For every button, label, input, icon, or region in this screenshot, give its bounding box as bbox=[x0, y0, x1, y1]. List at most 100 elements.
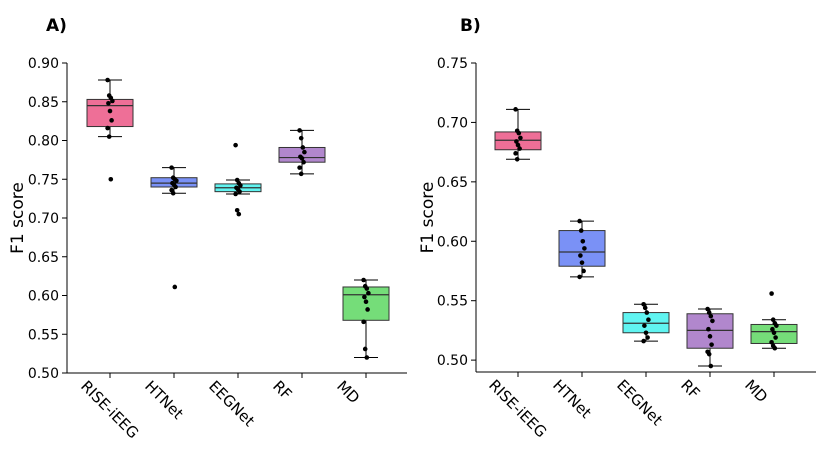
panel-b-y-tick-label: 0.65 bbox=[437, 175, 468, 191]
panel-b-category-label: EEGNet bbox=[613, 376, 666, 429]
panel-b-rf-data-point bbox=[705, 306, 710, 312]
panel-a-y-axis-label: F1 score bbox=[8, 182, 28, 254]
panel-a-y-tick-label: 0.50 bbox=[28, 366, 59, 382]
panel-b-rf-data-point bbox=[706, 351, 712, 357]
panel-b-rise-ieeg-data-point bbox=[514, 139, 519, 144]
panel-b-eegnet-data-point bbox=[641, 301, 646, 307]
panel-a-y-tick-label: 0.85 bbox=[28, 95, 59, 111]
panel-b-rf-data-point bbox=[707, 334, 713, 339]
panel-a-rise-ieeg-data-point bbox=[105, 77, 110, 83]
panel-a-md-data-point bbox=[365, 307, 370, 312]
panel-a-md-data-point bbox=[361, 277, 366, 283]
panel-b-htnet-data-point bbox=[582, 246, 587, 251]
panel-b-eegnet-data-point bbox=[642, 323, 647, 328]
panel-a-rise-ieeg-data-point bbox=[109, 118, 114, 123]
panel-a-md-data-point bbox=[364, 355, 370, 360]
panel-b-eegnet-data-point bbox=[645, 335, 650, 340]
panel-b-md-data-point bbox=[771, 330, 777, 336]
panel-a-eegnet-data-point bbox=[237, 189, 242, 194]
panel-b-eegnet-data-point bbox=[642, 305, 648, 311]
panel-b-htnet-data-point bbox=[578, 228, 584, 233]
panel-a-rf-data-point bbox=[299, 156, 305, 161]
panel-a-htnet-data-point bbox=[170, 190, 176, 196]
panel-b-rf-data-point bbox=[710, 318, 715, 324]
panel-b-rise-ieeg-data-point bbox=[513, 151, 518, 156]
panel-a-eegnet-data-point bbox=[234, 207, 240, 213]
panel-a-rf-data-point bbox=[301, 159, 306, 165]
panel-b-rise-ieeg-data-point bbox=[514, 156, 520, 162]
panel-a-htnet-data-point bbox=[172, 284, 178, 290]
panel-b-y-tick-label: 0.60 bbox=[437, 234, 468, 250]
panel-b-rf-data-point bbox=[708, 363, 714, 369]
panel-b-md-data-point bbox=[770, 317, 776, 323]
panel-b-rf-data-point bbox=[706, 310, 712, 315]
panel-b-plot: 0.50 0.55 0.60 0.65 0.70 0.75 F1 score RISE-iEE… bbox=[418, 56, 816, 441]
panel-b-htnet-data-point bbox=[579, 260, 585, 265]
panel-a-eegnet-data-point bbox=[233, 142, 238, 148]
panel-a-md-data-point bbox=[362, 294, 367, 300]
panel-b-htnet-data-point bbox=[577, 274, 582, 280]
panel-b-eegnet-data-point bbox=[641, 338, 646, 344]
panel-a-eegnet-data-point bbox=[236, 211, 242, 217]
panel-a-rf-data-point bbox=[302, 149, 307, 155]
panel-a-md-data-point bbox=[362, 346, 368, 352]
panel-a-htnet-data-point bbox=[174, 178, 179, 184]
panel-a-rise-ieeg-data-point bbox=[106, 134, 112, 139]
panel-a-eegnet-data-point bbox=[233, 191, 238, 197]
panel-a-md-data-point bbox=[361, 319, 366, 325]
panel-b-rise-ieeg-data-point bbox=[513, 107, 518, 112]
panel-a-y-tick-label: 0.65 bbox=[28, 250, 59, 266]
panel-a-rf-data-point bbox=[298, 171, 304, 177]
panel-b-rise-ieeg-data-point bbox=[516, 130, 522, 136]
panel-a-rf-data-point bbox=[297, 128, 302, 133]
panel-a-rf-data-point bbox=[297, 165, 302, 170]
panel-b-rise-ieeg-data-point bbox=[515, 142, 521, 148]
panel-b-md-data-point bbox=[769, 291, 774, 296]
panel-b-category-label: RISE-iEEG bbox=[485, 376, 550, 441]
panel-a-y-tick-label: 0.90 bbox=[28, 56, 59, 72]
panel-b-eegnet-data-point bbox=[643, 330, 649, 336]
panel-b-htnet-data-point bbox=[580, 238, 586, 244]
panel-b-y-tick-label: 0.75 bbox=[437, 56, 468, 72]
panel-b-md-data-point bbox=[773, 335, 778, 340]
panel-b-y-tick-label: 0.50 bbox=[437, 353, 468, 369]
panel-a-y-tick-label: 0.75 bbox=[28, 172, 59, 188]
panel-a-htnet-data-point bbox=[169, 165, 174, 170]
panel-a-category-label: RF bbox=[269, 377, 295, 403]
panel-a-y-tick-label: 0.60 bbox=[28, 289, 59, 305]
panel-a-rise-ieeg-data-point bbox=[105, 125, 110, 131]
panel-b-rf-data-point bbox=[709, 342, 714, 347]
panel-b-category-label: MD bbox=[741, 376, 771, 406]
panel-a-letter: A) bbox=[46, 16, 67, 36]
panel-a-rise-ieeg-data-point bbox=[108, 176, 114, 182]
panel-b-eegnet-data-point bbox=[644, 310, 650, 315]
panel-b-md-data-point bbox=[769, 339, 774, 345]
panel-b-category-label: HTNet bbox=[549, 376, 595, 422]
panel-b-htnet-data-point bbox=[578, 253, 583, 258]
panel-a-plot: 0.50 0.55 0.60 0.65 0.70 0.75 0.80 0.85 0.90 F1 s… bbox=[8, 56, 407, 442]
panel-b-y-axis-label: F1 score bbox=[418, 182, 438, 254]
panel-a-md-data-point bbox=[363, 299, 369, 305]
panel-a-md-data-point bbox=[366, 290, 371, 296]
panel-b-md-data-point bbox=[774, 323, 779, 328]
panel-b-rise-ieeg-data-point bbox=[518, 135, 523, 141]
panel-b-category-label: RF bbox=[677, 376, 703, 402]
panel-b-y-tick-label: 0.55 bbox=[437, 294, 468, 310]
panel-b-htnet-data-point bbox=[577, 218, 582, 224]
panel-b-y-tick-label: 0.70 bbox=[437, 115, 468, 131]
panel-a-eegnet-data-point bbox=[238, 183, 243, 188]
panel-a-y-tick-label: 0.55 bbox=[28, 327, 59, 343]
panel-b-md-data-point bbox=[772, 345, 778, 351]
panel-b-rf-data-point bbox=[708, 313, 714, 319]
panel-a-rise-ieeg-data-point bbox=[106, 101, 111, 106]
panel-b-letter: B) bbox=[460, 16, 481, 36]
panel-a-category-label: HTNet bbox=[141, 377, 187, 423]
panel-a-category-label: RISE-iEEG bbox=[77, 377, 142, 442]
panel-a-rf-data-point bbox=[298, 135, 304, 141]
panel-a-rise-ieeg-data-point bbox=[107, 108, 113, 114]
panel-b-htnet-data-point bbox=[581, 268, 586, 274]
panel-a-rf-data-point bbox=[300, 145, 306, 150]
panel-b-eegnet-data-point bbox=[646, 317, 651, 323]
panel-a-y-tick-label: 0.70 bbox=[28, 211, 59, 227]
